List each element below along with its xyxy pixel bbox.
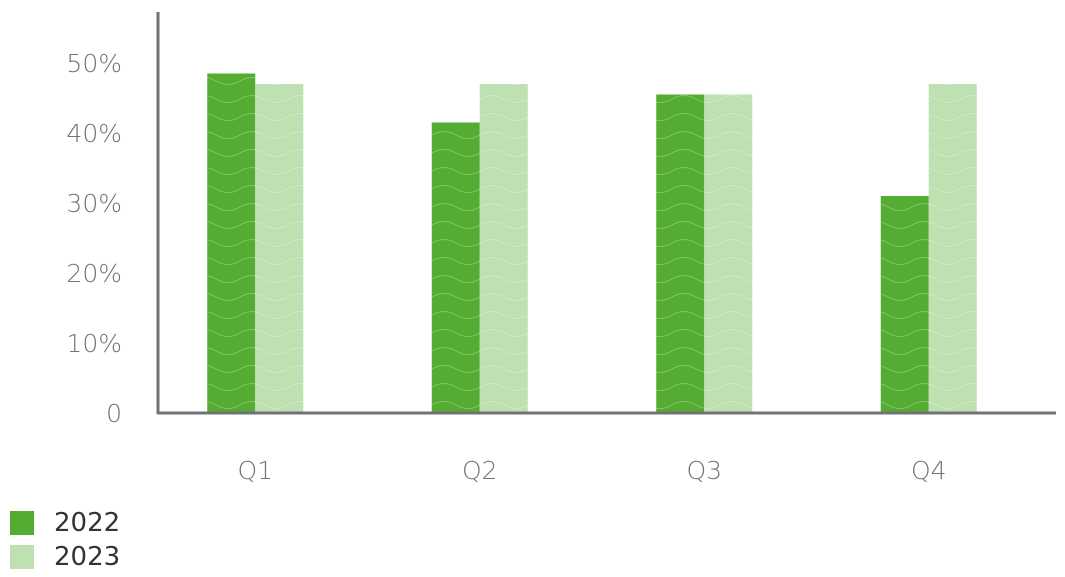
bar-texture-2022-Q4 [880,196,929,413]
legend-item-2023: 2023 [10,540,120,574]
bar-texture-2022-Q3 [656,94,705,413]
x-tick-label: Q4 [911,456,947,485]
bar-texture-2023-Q1 [255,84,304,413]
y-axis-ticks: 0 10% 20% 30% 40% 50% [66,49,122,428]
bar-texture-2022-Q2 [431,122,480,413]
x-tick-label: Q2 [462,456,498,485]
bars [207,73,977,413]
bar-chart: 0 10% 20% 30% 40% 50% Q1 Q2 Q3 Q4 [66,12,1056,485]
y-tick-label: 0 [106,399,122,428]
bar-texture-2023-Q2 [479,84,528,413]
bar-texture-2023-Q4 [928,84,977,413]
legend-label-2022: 2022 [54,508,121,538]
legend-swatch-2023 [10,545,34,569]
x-axis-ticks: Q1 Q2 Q3 Q4 [237,456,946,485]
y-tick-label: 20% [66,259,122,288]
legend-swatch-2022 [10,511,34,535]
x-tick-label: Q3 [686,456,722,485]
y-tick-label: 10% [66,329,122,358]
y-tick-label: 50% [66,49,122,78]
y-tick-label: 30% [66,189,122,218]
x-tick-label: Q1 [237,456,273,485]
legend: 2022 2023 [10,506,120,574]
bar-texture-2023-Q3 [704,94,753,413]
bar-texture-2022-Q1 [207,73,256,413]
legend-label-2023: 2023 [54,542,121,572]
y-tick-label: 40% [66,119,122,148]
legend-item-2022: 2022 [10,506,120,540]
